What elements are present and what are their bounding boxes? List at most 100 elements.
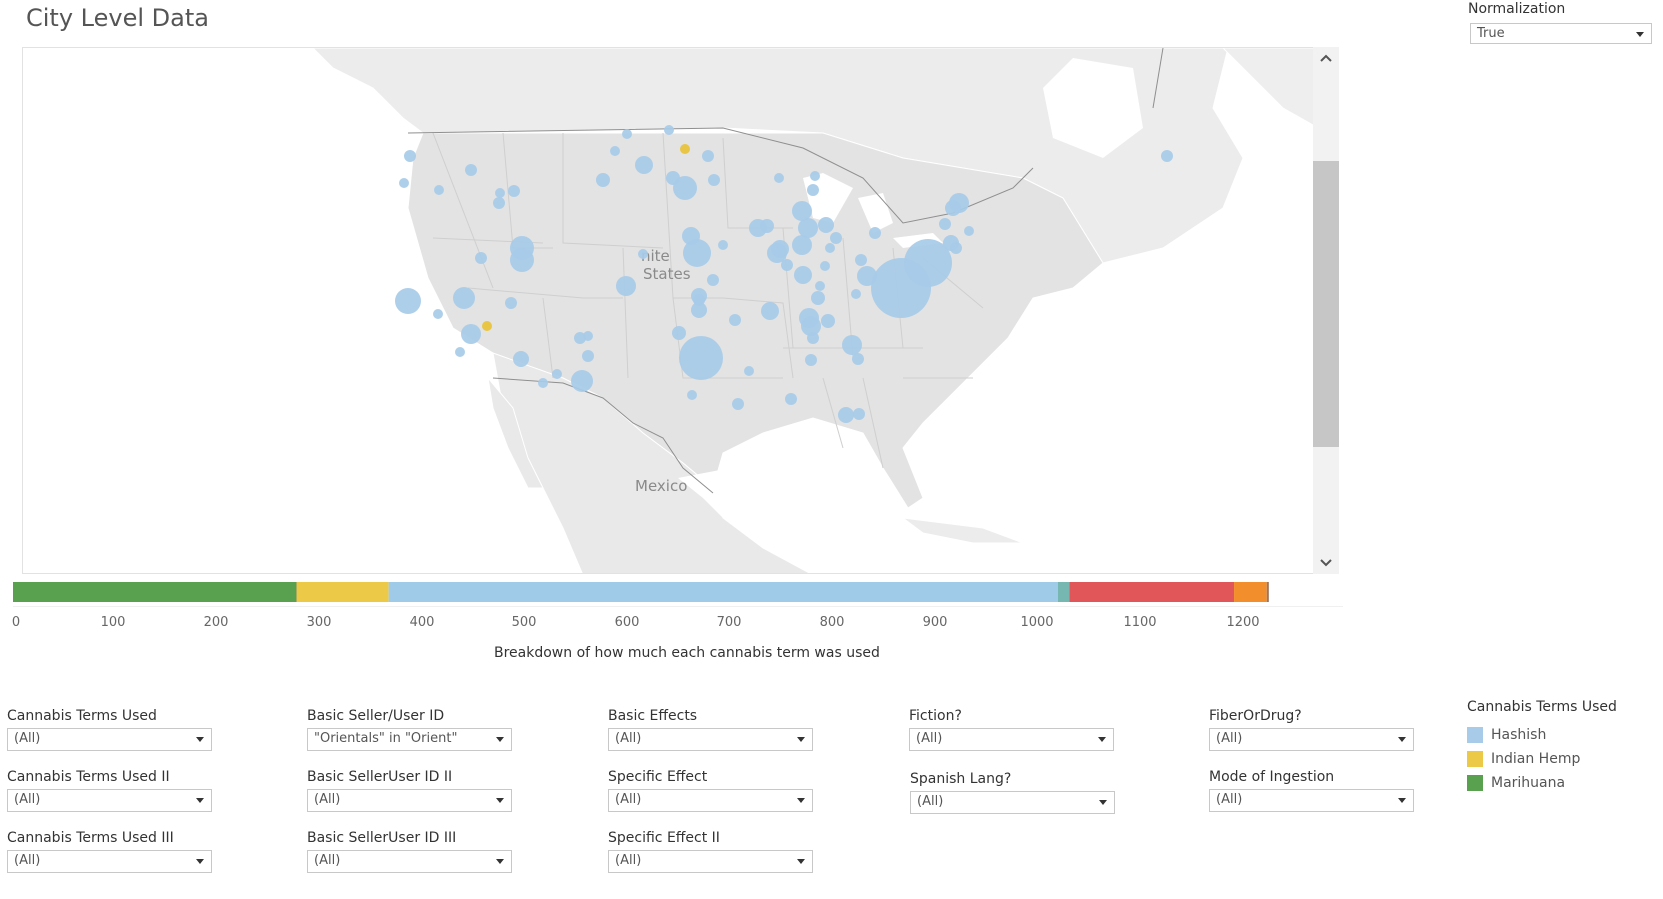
map-view[interactable]: nite States Mexico bbox=[22, 47, 1339, 574]
filter-dropdown[interactable]: (All) bbox=[608, 728, 813, 751]
city-bubble-hashish[interactable] bbox=[798, 218, 818, 238]
city-bubble-hashish[interactable] bbox=[785, 393, 797, 405]
city-bubble-hashish[interactable] bbox=[1161, 150, 1173, 162]
city-bubble-hashish[interactable] bbox=[455, 347, 465, 357]
city-bubble-hashish[interactable] bbox=[465, 164, 477, 176]
city-bubble-hashish[interactable] bbox=[855, 254, 867, 266]
city-bubble-hashish[interactable] bbox=[673, 176, 697, 200]
city-bubble-hashish[interactable] bbox=[510, 248, 534, 272]
city-bubble-hashish[interactable] bbox=[767, 243, 787, 263]
filter-dropdown[interactable]: (All) bbox=[608, 789, 813, 812]
city-bubble-hashish[interactable] bbox=[683, 239, 711, 267]
city-bubble-hashish[interactable] bbox=[825, 243, 835, 253]
city-bubble-hashish[interactable] bbox=[792, 235, 812, 255]
city-bubble-hashish[interactable] bbox=[945, 200, 961, 216]
city-bubble-hashish[interactable] bbox=[904, 239, 952, 287]
city-bubble-hashish[interactable] bbox=[538, 378, 548, 388]
city-bubble-hashish[interactable] bbox=[434, 185, 444, 195]
city-bubble-hashish[interactable] bbox=[495, 188, 505, 198]
filter-dropdown[interactable]: (All) bbox=[608, 850, 813, 873]
city-bubble-hashish[interactable] bbox=[596, 173, 610, 187]
city-bubble-hashish[interactable] bbox=[950, 242, 962, 254]
city-bubble-hashish[interactable] bbox=[810, 171, 820, 181]
city-bubble-hashish[interactable] bbox=[582, 350, 594, 362]
city-bubble-hashish[interactable] bbox=[781, 259, 793, 271]
filter-dropdown[interactable]: (All) bbox=[307, 850, 512, 873]
city-bubble-hashish[interactable] bbox=[616, 276, 636, 296]
city-bubble-hashish[interactable] bbox=[801, 316, 821, 336]
breakdown-segment-4[interactable] bbox=[1057, 582, 1070, 602]
city-bubble-hashish[interactable] bbox=[807, 184, 819, 196]
city-bubble-hashish[interactable] bbox=[838, 407, 854, 423]
city-bubble-hashish[interactable] bbox=[818, 217, 834, 233]
filter-dropdown[interactable]: (All) bbox=[7, 850, 212, 873]
city-bubble-hashish[interactable] bbox=[805, 354, 817, 366]
city-bubble-hashish[interactable] bbox=[513, 351, 529, 367]
legend-item[interactable]: Marihuana bbox=[1467, 771, 1657, 795]
city-bubble-hashish[interactable] bbox=[732, 398, 744, 410]
city-bubble-hashish[interactable] bbox=[679, 336, 723, 380]
city-bubble-hashish[interactable] bbox=[821, 314, 835, 328]
city-bubble-hashish[interactable] bbox=[672, 326, 686, 340]
city-bubble-hashish[interactable] bbox=[691, 302, 707, 318]
city-bubble-hashish[interactable] bbox=[811, 291, 825, 305]
city-bubble-hashish[interactable] bbox=[708, 174, 720, 186]
city-bubble-hashish[interactable] bbox=[815, 281, 825, 291]
city-bubble-hashish[interactable] bbox=[761, 302, 779, 320]
city-bubble-hashish[interactable] bbox=[702, 150, 714, 162]
breakdown-segment-0[interactable] bbox=[13, 582, 296, 602]
city-bubble-hashish[interactable] bbox=[760, 219, 774, 233]
city-bubble-hashish[interactable] bbox=[574, 332, 586, 344]
city-bubble-hashish[interactable] bbox=[687, 390, 697, 400]
city-bubble-hashish[interactable] bbox=[830, 232, 842, 244]
city-bubble-hashish[interactable] bbox=[638, 249, 648, 259]
city-bubble-indian-hemp[interactable] bbox=[482, 321, 492, 331]
filter-dropdown[interactable]: (All) bbox=[910, 791, 1115, 814]
city-bubble-hashish[interactable] bbox=[693, 294, 705, 306]
city-bubble-hashish[interactable] bbox=[399, 178, 409, 188]
city-bubble-hashish[interactable] bbox=[622, 129, 632, 139]
city-bubble-hashish[interactable] bbox=[505, 297, 517, 309]
filter-dropdown[interactable]: "Orientals" in "Orient" bbox=[307, 728, 512, 751]
breakdown-segment-6[interactable] bbox=[1234, 582, 1267, 602]
breakdown-segment-5[interactable] bbox=[1069, 582, 1235, 602]
city-bubble-hashish[interactable] bbox=[395, 288, 421, 314]
filter-dropdown[interactable]: (All) bbox=[307, 789, 512, 812]
city-bubble-hashish[interactable] bbox=[852, 353, 864, 365]
breakdown-bar[interactable] bbox=[13, 582, 1283, 602]
breakdown-segment-3[interactable] bbox=[388, 582, 1058, 602]
city-bubble-hashish[interactable] bbox=[707, 274, 719, 286]
city-bubble-hashish[interactable] bbox=[851, 289, 861, 299]
city-bubble-hashish[interactable] bbox=[792, 201, 812, 221]
city-bubble-hashish[interactable] bbox=[842, 335, 862, 355]
filter-dropdown[interactable]: (All) bbox=[7, 728, 212, 751]
city-bubble-hashish[interactable] bbox=[453, 287, 475, 309]
city-bubble-hashish[interactable] bbox=[610, 146, 620, 156]
breakdown-segment-2[interactable] bbox=[296, 582, 389, 602]
city-bubble-hashish[interactable] bbox=[493, 197, 505, 209]
city-bubble-hashish[interactable] bbox=[729, 314, 741, 326]
city-bubble-hashish[interactable] bbox=[794, 266, 812, 284]
breakdown-segment-7[interactable] bbox=[1266, 582, 1269, 602]
legend-item[interactable]: Indian Hemp bbox=[1467, 747, 1657, 771]
city-bubble-hashish[interactable] bbox=[682, 227, 700, 245]
city-bubble-hashish[interactable] bbox=[635, 156, 653, 174]
scroll-down-icon[interactable] bbox=[1313, 552, 1339, 574]
city-bubble-hashish[interactable] bbox=[404, 150, 416, 162]
legend-item[interactable]: Hashish bbox=[1467, 723, 1657, 747]
city-bubble-hashish[interactable] bbox=[744, 366, 754, 376]
city-bubble-indian-hemp[interactable] bbox=[680, 144, 690, 154]
city-bubble-hashish[interactable] bbox=[869, 227, 881, 239]
city-bubble-hashish[interactable] bbox=[820, 261, 830, 271]
city-bubble-hashish[interactable] bbox=[807, 332, 819, 344]
city-bubble-hashish[interactable] bbox=[718, 240, 728, 250]
city-bubble-hashish[interactable] bbox=[475, 252, 487, 264]
city-bubble-hashish[interactable] bbox=[508, 185, 520, 197]
city-bubble-hashish[interactable] bbox=[853, 408, 865, 420]
filter-dropdown[interactable]: (All) bbox=[7, 789, 212, 812]
city-bubble-hashish[interactable] bbox=[461, 324, 481, 344]
city-bubble-hashish[interactable] bbox=[774, 173, 784, 183]
city-bubble-hashish[interactable] bbox=[571, 370, 593, 392]
city-bubble-hashish[interactable] bbox=[552, 369, 562, 379]
map-scroll-thumb[interactable] bbox=[1313, 161, 1339, 447]
